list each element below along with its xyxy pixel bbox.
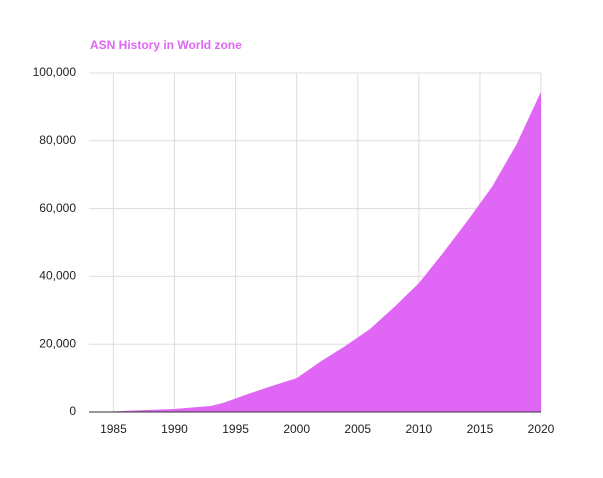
x-tick-label: 1995 xyxy=(222,422,249,436)
area xyxy=(89,91,541,413)
x-tick-label: 1990 xyxy=(161,422,188,436)
y-tick-label: 100,000 xyxy=(33,65,77,79)
x-tick-label: 2020 xyxy=(528,422,555,436)
x-tick-label: 2000 xyxy=(283,422,310,436)
x-tick-label: 2010 xyxy=(405,422,432,436)
y-tick-label: 60,000 xyxy=(39,201,76,215)
x-tick-label: 1985 xyxy=(100,422,127,436)
y-tick-label: 80,000 xyxy=(39,133,76,147)
x-tick-label: 2005 xyxy=(344,422,371,436)
y-tick-label: 40,000 xyxy=(39,269,76,283)
y-tick-label: 0 xyxy=(69,404,76,418)
x-tick-label: 2015 xyxy=(467,422,494,436)
y-tick-label: 20,000 xyxy=(39,336,76,350)
chart-title: ASN History in World zone xyxy=(90,38,242,52)
